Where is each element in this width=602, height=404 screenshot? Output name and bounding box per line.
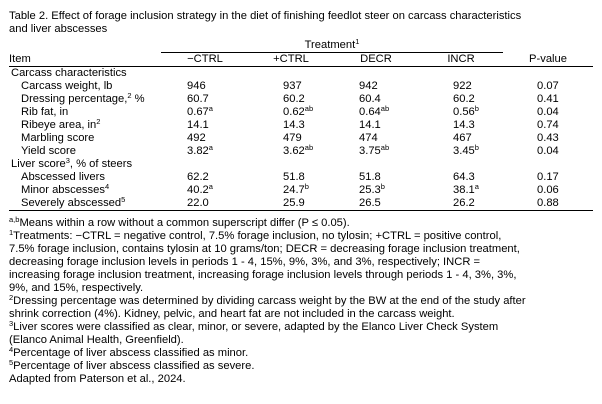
- value-cell: 60.2: [453, 93, 475, 105]
- p-value-cell: 0.04: [537, 106, 559, 118]
- value-cell: 62.2: [187, 171, 209, 183]
- p-value-cell: 0.41: [537, 93, 559, 105]
- value-cell: 64.3: [453, 171, 475, 183]
- table-row: Carcass weight, lb 946 937 942 922 0.07: [9, 80, 593, 93]
- p-value-cell: 0.74: [537, 119, 559, 131]
- value-cell: 922: [453, 80, 472, 92]
- value-cell: 3.75ab: [359, 143, 390, 157]
- section-header: Carcass characteristics: [11, 67, 127, 79]
- value-cell: 51.8: [359, 171, 381, 183]
- table-row: Marbling score 492 479 474 467 0.43: [9, 132, 593, 145]
- value-cell: 0.62ab: [283, 104, 314, 118]
- value-cell: 492: [187, 132, 206, 144]
- table-row: Abscessed livers 62.2 51.8 51.8 64.3 0.17: [9, 171, 593, 184]
- column-header-row: Item −CTRL +CTRL DECR INCR P-value: [9, 52, 593, 67]
- table-row: Severely abscessed5 22.0 25.9 26.5 26.2 0.88: [9, 196, 593, 211]
- row-label: Rib fat, in: [21, 106, 69, 118]
- table-row: Rib fat, in 0.67a 0.62ab 0.64ab 0.56b 0.04: [9, 104, 593, 119]
- table-row: Yield score 3.82a 3.62ab 3.75ab 3.45b 0.04: [9, 143, 593, 158]
- value-cell: 14.1: [359, 119, 381, 131]
- section-header-row: Liver score3, % of steers: [9, 156, 593, 171]
- p-value-cell: 0.06: [537, 184, 559, 196]
- table-title-line-1: Table 2. Effect of forage inclusion stra…: [9, 10, 522, 22]
- section-header-row: Carcass characteristics: [9, 67, 593, 81]
- value-cell: 3.45b: [453, 143, 479, 157]
- value-cell: 3.82a: [187, 143, 213, 157]
- p-value-cell: 0.43: [537, 132, 559, 144]
- value-cell: 60.7: [187, 93, 209, 105]
- p-value-cell: 0.17: [537, 171, 559, 183]
- column-header-pos-ctrl: +CTRL: [249, 52, 333, 67]
- value-cell: 942: [359, 80, 378, 92]
- row-label: Severely abscessed5: [9, 196, 161, 211]
- row-label: Marbling score: [21, 132, 95, 144]
- p-value-cell: 0.88: [503, 197, 593, 211]
- value-cell: 467: [453, 132, 472, 144]
- footnote-1: 1Treatments: −CTRL = negative control, 7…: [9, 228, 520, 294]
- column-header-neg-ctrl: −CTRL: [161, 52, 249, 67]
- column-header-p-value: P-value: [503, 52, 593, 67]
- value-cell: 14.3: [283, 119, 305, 131]
- table-title: Table 2. Effect of forage inclusion stra…: [9, 10, 594, 36]
- value-cell: 937: [283, 80, 302, 92]
- row-label: Dressing percentage,2 %: [21, 91, 145, 105]
- value-cell: 60.2: [283, 93, 305, 105]
- treatment-group-header: Treatment1: [161, 38, 503, 53]
- value-cell: 0.64ab: [359, 104, 390, 118]
- table-row: Ribeye area, in2 14.1 14.3 14.1 14.3 0.74: [9, 117, 593, 132]
- table-title-line-2: and liver abscesses: [9, 23, 108, 35]
- results-table: Treatment1 Item −CTRL +CTRL DECR INCR P-…: [9, 38, 593, 211]
- value-cell: 946: [187, 80, 206, 92]
- footnote-3: 3Liver scores were classified as clear, …: [9, 319, 499, 346]
- row-label: Ribeye area, in2: [21, 117, 101, 131]
- column-header-item: Item: [9, 52, 161, 67]
- value-cell: 0.56b: [453, 104, 479, 118]
- table-row: Minor abscesses4 40.2a 24.7b 25.3b 38.1a 0.06: [9, 182, 593, 197]
- treatment-group-header-row: Treatment1: [9, 38, 593, 53]
- value-cell: 0.67a: [187, 104, 213, 118]
- column-header-incr: INCR: [419, 52, 503, 67]
- footnote-means: a,bMeans within a row without a common s…: [9, 215, 350, 229]
- value-cell: 60.4: [359, 93, 381, 105]
- section-header: Liver score3, % of steers: [11, 156, 133, 170]
- p-value-cell: 0.04: [537, 145, 559, 157]
- value-cell: 479: [283, 132, 302, 144]
- value-cell: 14.3: [453, 119, 475, 131]
- value-cell: 25.9: [249, 197, 333, 211]
- footnote-4: 4Percentage of liver abscess classified …: [9, 345, 249, 359]
- source-note: Adapted from Paterson et al., 2024.: [9, 373, 186, 385]
- value-cell: 38.1a: [453, 182, 479, 196]
- row-label: Yield score: [21, 145, 76, 157]
- value-cell: 26.5: [333, 197, 419, 211]
- value-cell: 14.1: [187, 119, 209, 131]
- value-cell: 3.62ab: [283, 143, 314, 157]
- column-header-decr: DECR: [333, 52, 419, 67]
- row-label: Carcass weight, lb: [21, 80, 113, 92]
- value-cell: 24.7b: [283, 182, 309, 196]
- value-cell: 474: [359, 132, 378, 144]
- value-cell: 26.2: [419, 197, 503, 211]
- table-row: Dressing percentage,2 % 60.7 60.2 60.4 60.2 0…: [9, 91, 593, 106]
- value-cell: 22.0: [161, 197, 249, 211]
- value-cell: 40.2a: [187, 182, 213, 196]
- footnote-5: 5Percentage of liver abscess classified …: [9, 358, 255, 372]
- p-value-cell: 0.07: [537, 80, 559, 92]
- value-cell: 25.3b: [359, 182, 385, 196]
- value-cell: 51.8: [283, 171, 305, 183]
- row-label: Minor abscesses4: [21, 182, 110, 196]
- row-label: Abscessed livers: [21, 171, 105, 183]
- footnotes: a,bMeans within a row without a common s…: [9, 215, 599, 386]
- footnote-2: 2Dressing percentage was determined by d…: [9, 293, 526, 320]
